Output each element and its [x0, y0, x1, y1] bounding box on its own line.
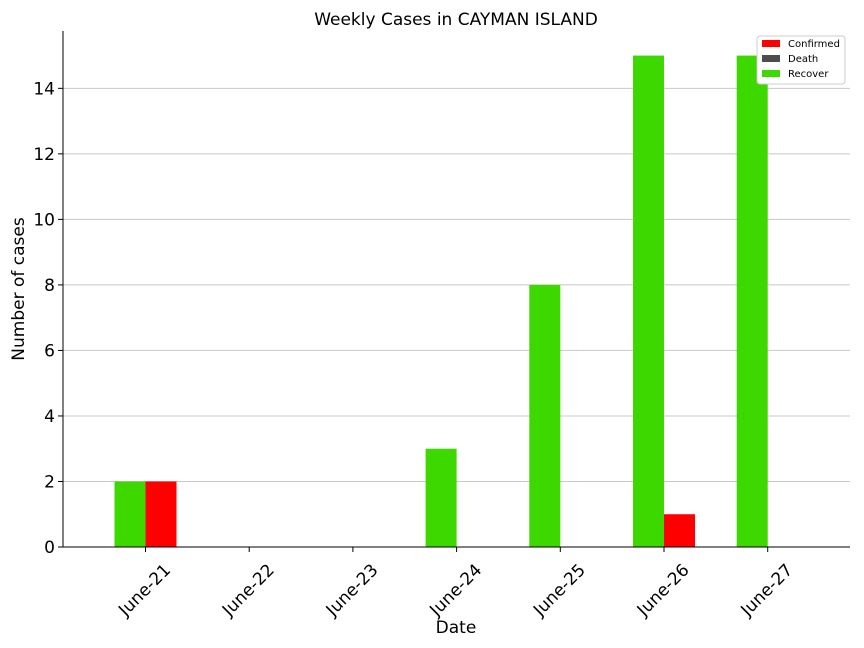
bar-recover-june-26 [633, 55, 664, 547]
legend: Confirmed Death Recover [756, 35, 846, 85]
y-tick-label: 8 [44, 276, 55, 296]
legend-label-recover: Recover [788, 69, 829, 80]
y-tick-label: 14 [33, 79, 55, 99]
x-tick-label: June-24 [425, 560, 486, 621]
bar-recover-june-25 [529, 284, 561, 547]
bar-recover-june-27 [736, 55, 768, 547]
y-tick-label: 0 [44, 538, 55, 558]
x-tick-label: June-21 [114, 560, 175, 621]
y-ticks: 0 2 4 6 8 10 12 14 [33, 79, 63, 558]
x-tick-label: June-26 [633, 560, 694, 621]
bar-recover-june-21 [114, 481, 146, 547]
y-tick-label: 12 [33, 145, 55, 165]
x-ticks: June-21 June-22 June-23 June-24 June-25 June-… [114, 547, 797, 621]
legend-swatch-confirmed [762, 40, 780, 47]
y-tick-label: 10 [33, 210, 55, 230]
legend-label-death: Death [788, 54, 818, 65]
legend-swatch-recover [762, 70, 780, 77]
legend-label-confirmed: Confirmed [788, 39, 840, 50]
chart-title: Weekly Cases in CAYMAN ISLAND [314, 10, 598, 30]
x-tick-label: June-22 [218, 560, 279, 621]
x-tick-label: June-27 [737, 560, 798, 621]
x-axis-title: Date [436, 618, 477, 638]
x-tick-label: June-25 [529, 560, 590, 621]
y-tick-label: 2 [44, 472, 55, 492]
x-tick-label: June-23 [322, 560, 383, 621]
gridlines [63, 87, 850, 482]
bar-recover-june-24 [425, 448, 457, 547]
legend-swatch-death [762, 55, 780, 62]
y-axis-title: Number of cases [9, 217, 29, 361]
y-tick-label: 6 [44, 341, 55, 361]
bar-confirmed-june-26 [664, 514, 695, 547]
bars [114, 55, 768, 547]
bar-confirmed-june-21 [145, 481, 177, 547]
y-tick-label: 4 [44, 407, 55, 427]
